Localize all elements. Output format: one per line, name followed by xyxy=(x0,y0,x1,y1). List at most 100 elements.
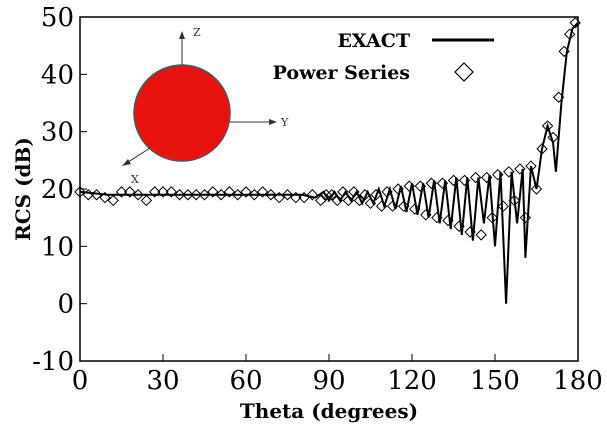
diamond-marker xyxy=(431,211,443,224)
diamond-marker xyxy=(475,229,487,241)
y-tick-label: 0 xyxy=(57,290,74,320)
diamond-marker xyxy=(359,189,371,201)
diamond-marker xyxy=(397,200,410,212)
y-tick-label: -10 xyxy=(32,347,74,377)
x-tick-label: 60 xyxy=(229,366,262,396)
diamond-marker xyxy=(223,186,236,198)
inset-label: Z xyxy=(193,26,201,39)
diamond-marker xyxy=(492,168,504,181)
diamond-marker xyxy=(469,171,482,184)
diamond-marker xyxy=(547,131,559,144)
diamond-marker xyxy=(207,186,219,198)
diamond-marker xyxy=(364,197,377,210)
diamond-marker xyxy=(256,186,269,198)
diamond-marker xyxy=(409,203,421,215)
diamond-marker xyxy=(541,120,554,132)
diamond-marker xyxy=(124,186,136,198)
diamond-marker xyxy=(536,143,548,155)
diamond-marker xyxy=(386,200,399,212)
x-tick-label: 180 xyxy=(553,366,603,396)
inset-label: X xyxy=(131,173,139,186)
y-tick-label: 30 xyxy=(41,118,74,148)
diamond-marker xyxy=(148,186,161,198)
diamond-marker xyxy=(265,189,277,201)
diamond-marker xyxy=(569,17,581,29)
diamond-marker xyxy=(381,186,393,198)
legend-marker xyxy=(454,62,474,82)
x-tick-label: 0 xyxy=(72,366,89,396)
diamond-marker xyxy=(320,189,332,201)
diamond-marker xyxy=(503,166,515,178)
diamond-marker xyxy=(165,186,178,198)
diamond-marker xyxy=(348,186,360,198)
diamond-marker xyxy=(190,189,202,201)
diamond-marker xyxy=(231,189,244,201)
diamond-marker xyxy=(326,189,338,201)
diamond-marker xyxy=(342,194,355,207)
x-tick-label: 120 xyxy=(387,366,437,396)
diamond-marker xyxy=(447,174,460,187)
y-tick-label: 20 xyxy=(41,175,74,205)
diamond-marker xyxy=(375,200,388,212)
line xyxy=(79,22,579,304)
diamond-marker xyxy=(480,171,493,184)
diamond-marker xyxy=(90,189,103,201)
diamond-marker xyxy=(558,45,570,58)
diamond-marker xyxy=(420,209,432,221)
arrow xyxy=(122,159,131,166)
x-tick-label: 90 xyxy=(312,366,345,396)
diamond-marker xyxy=(140,194,153,207)
diamond-marker xyxy=(198,189,211,201)
diamond-marker xyxy=(240,186,252,198)
diamond-marker xyxy=(290,191,302,204)
diamond-marker xyxy=(458,174,471,187)
diamond-marker xyxy=(392,183,404,195)
legend-label: EXACT xyxy=(337,30,410,52)
diamond-marker xyxy=(157,186,169,198)
diamond-marker xyxy=(425,177,438,189)
diamond-marker xyxy=(82,189,95,201)
diamond-marker xyxy=(442,214,454,227)
arrow xyxy=(179,31,185,39)
diamond-marker xyxy=(563,28,576,40)
diamond-marker xyxy=(107,194,119,207)
arrow xyxy=(269,119,277,125)
diamond-marker xyxy=(414,180,427,192)
diamond-marker xyxy=(403,180,415,192)
inset-label: Y xyxy=(280,116,289,129)
diamond-marker xyxy=(273,191,285,204)
diamond-marker xyxy=(173,189,186,201)
diamond-marker xyxy=(519,211,532,224)
y-tick-label: 10 xyxy=(41,232,74,262)
diamond-marker xyxy=(337,186,349,198)
x-tick-label: 150 xyxy=(470,366,520,396)
diamond-marker xyxy=(182,189,194,201)
diamond-marker xyxy=(298,191,310,204)
diamond-marker xyxy=(508,194,521,207)
diamond-marker xyxy=(497,200,510,212)
diamond-marker xyxy=(248,189,261,201)
diamond-marker xyxy=(115,186,128,198)
inset-diagram: Z Y X xyxy=(122,26,289,186)
diamond-marker xyxy=(281,189,294,201)
y-tick-label: 50 xyxy=(41,3,74,33)
diamond-marker xyxy=(215,189,227,201)
x-axis-label: Theta (degrees) xyxy=(240,399,418,423)
diamond-marker xyxy=(464,226,476,238)
diamond-marker xyxy=(306,189,319,201)
diamond-marker xyxy=(436,177,449,189)
diamond-marker xyxy=(353,194,366,207)
diamond-marker xyxy=(331,194,344,207)
sphere xyxy=(133,64,231,162)
x-tick-label: 30 xyxy=(146,366,179,396)
y-axis-label: RCS (dB) xyxy=(11,137,35,241)
diamond-marker xyxy=(552,91,565,103)
diamond-marker xyxy=(525,160,537,172)
diamond-marker xyxy=(486,211,498,224)
diamond-marker xyxy=(314,194,327,207)
y-tick-label: 40 xyxy=(41,60,74,90)
diamond-marker xyxy=(453,220,465,232)
diamond-marker xyxy=(74,186,86,198)
diamond-marker xyxy=(530,183,543,195)
diamond-marker xyxy=(514,163,526,175)
